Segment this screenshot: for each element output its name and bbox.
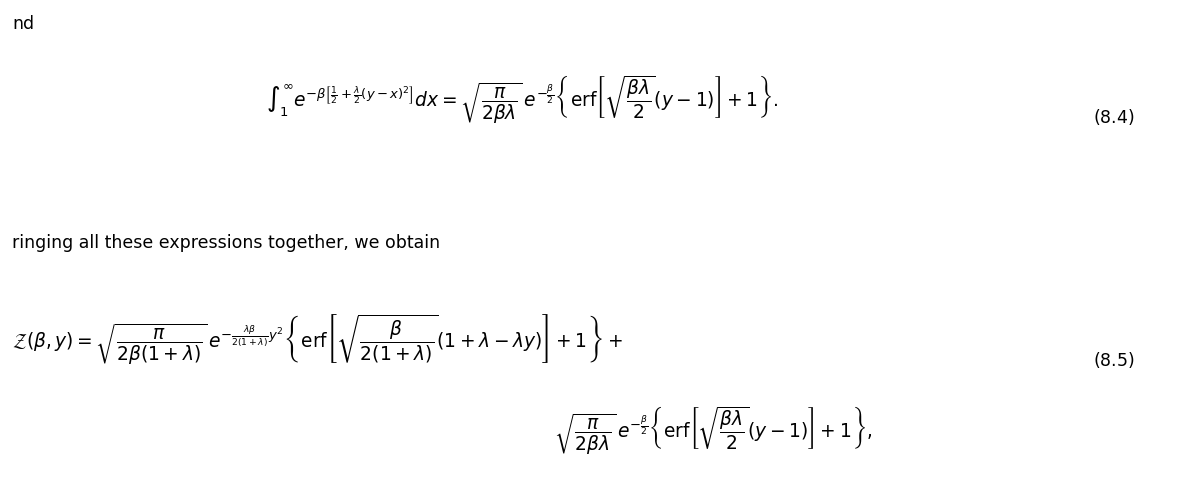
Text: $(8.4)$: $(8.4)$: [1093, 106, 1135, 127]
Text: ringing all these expressions together, we obtain: ringing all these expressions together, …: [12, 233, 440, 251]
Text: $\sqrt{\dfrac{\pi}{2\beta\lambda}}\,e^{-\frac{\beta}{2}} \left\{ \mathrm{erf}\le: $\sqrt{\dfrac{\pi}{2\beta\lambda}}\,e^{-…: [554, 403, 872, 455]
Text: $\mathcal{Z}(\beta,y) = \sqrt{\dfrac{\pi}{2\beta(1+\lambda)}}\,e^{-\frac{\lambda: $\mathcal{Z}(\beta,y) = \sqrt{\dfrac{\pi…: [12, 311, 623, 365]
Text: $(8.5)$: $(8.5)$: [1093, 349, 1135, 370]
Text: nd: nd: [12, 15, 34, 33]
Text: $\int_{1}^{\infty} e^{-\beta\left[\frac{1}{2}+\frac{\lambda}{2}(y-x)^{2}\right]}: $\int_{1}^{\infty} e^{-\beta\left[\frac{…: [266, 73, 779, 125]
